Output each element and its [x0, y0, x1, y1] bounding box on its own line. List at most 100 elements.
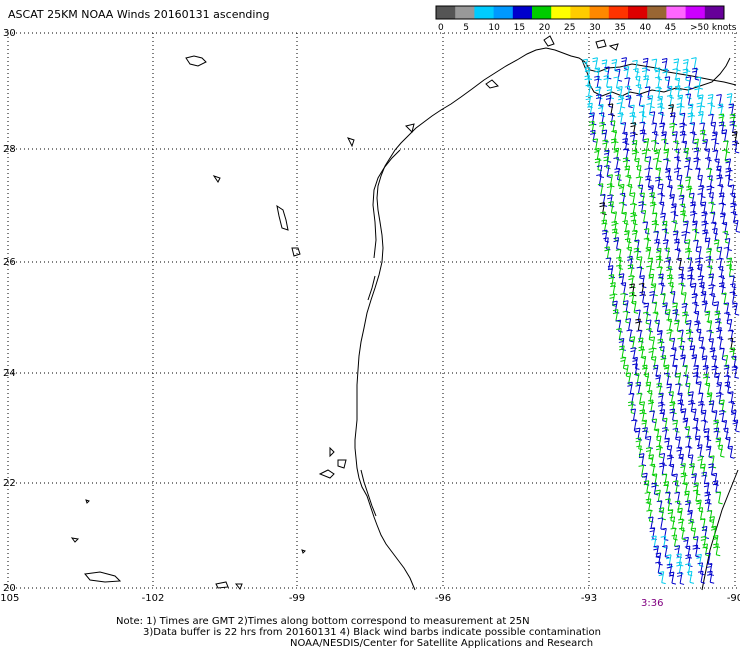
wind-barb — [692, 67, 700, 81]
color-scale-legend: 0 5 10 15 20 25 30 35 40 45 >50 knots — [435, 5, 737, 33]
wind-barb — [639, 275, 647, 289]
wind-barb — [680, 210, 688, 224]
wind-barb — [677, 507, 685, 521]
wind-barbs — [582, 57, 740, 585]
coastline — [70, 35, 739, 591]
wind-barb — [673, 167, 682, 181]
laguna-madre — [360, 469, 377, 517]
wind-barb — [665, 309, 673, 323]
legend-swatch — [570, 6, 591, 19]
wind-barb — [643, 75, 651, 89]
longitude-tick-label: -96 — [435, 593, 451, 604]
wind-barb — [693, 364, 701, 378]
wind-barb — [696, 246, 704, 260]
lake-9 — [70, 537, 80, 543]
wind-barb — [726, 257, 734, 271]
wind-barb — [638, 464, 646, 478]
wind-barb — [672, 302, 680, 316]
wind-barb — [650, 139, 659, 153]
wind-barb — [701, 525, 710, 539]
wind-barb — [635, 381, 643, 395]
wind-barb — [719, 399, 727, 413]
wind-barb — [627, 381, 635, 395]
wind-barb — [697, 507, 705, 521]
wind-barb — [674, 319, 682, 333]
legend-swatch — [685, 6, 706, 19]
wind-barb — [697, 192, 705, 206]
wind-barb — [651, 212, 660, 226]
lake-11 — [301, 549, 306, 554]
wind-barb — [624, 77, 632, 91]
legend-swatch — [608, 6, 629, 19]
wind-barb — [610, 138, 619, 152]
wind-barb — [704, 428, 712, 442]
wind-barb — [614, 167, 622, 181]
wind-barb — [691, 57, 699, 71]
wind-barb — [644, 167, 652, 181]
wind-barb — [708, 463, 716, 477]
wind-barb — [685, 247, 693, 261]
wind-barb — [674, 156, 682, 170]
wind-barb — [721, 419, 729, 433]
wind-barb — [687, 337, 695, 351]
longitude-tick-label: -105 — [0, 593, 19, 604]
wind-barb — [690, 201, 698, 215]
wind-barb — [702, 543, 710, 557]
lake-8 — [234, 583, 243, 590]
wind-barb — [624, 165, 632, 179]
wind-barb — [698, 111, 706, 124]
wind-barb — [649, 410, 657, 424]
wind-barb — [629, 283, 637, 297]
wind-barb — [661, 220, 670, 234]
wind-barb — [664, 491, 673, 505]
wind-barb — [694, 167, 703, 181]
legend-label: 45 — [665, 23, 676, 33]
wind-barb — [693, 239, 701, 253]
wind-barb — [681, 302, 689, 316]
wind-barb — [683, 165, 692, 179]
wind-barb — [732, 140, 740, 154]
legend-frame — [435, 5, 725, 20]
wind-barb — [697, 174, 705, 188]
wind-barb — [704, 498, 713, 512]
wind-barb — [695, 257, 703, 271]
wind-barb — [642, 221, 650, 235]
wind-barb — [658, 201, 666, 215]
wind-barb — [700, 409, 709, 423]
wind-barb — [664, 247, 672, 261]
wind-barb — [645, 156, 653, 170]
wind-barb — [629, 192, 638, 206]
legend-swatch — [647, 6, 667, 19]
wind-barb — [709, 516, 717, 530]
wind-barb — [680, 354, 688, 368]
wind-barb — [662, 239, 671, 253]
legend-label: 5 — [463, 23, 469, 33]
wind-barb — [642, 427, 650, 441]
lake-4 — [291, 247, 301, 257]
wind-barb — [684, 545, 692, 559]
wind-barb — [701, 300, 709, 314]
wind-barb — [635, 176, 643, 190]
map-title: ASCAT 25KM NOAA Winds 20160131 ascending — [8, 8, 270, 21]
wind-barb — [616, 102, 624, 116]
wind-barb — [732, 419, 740, 433]
wind-barb — [639, 401, 647, 415]
wind-barb — [604, 246, 612, 260]
wind-barb — [729, 113, 737, 127]
wind-barb — [712, 228, 720, 242]
wind-barb — [699, 129, 708, 143]
wind-barb — [666, 454, 675, 468]
wind-barb — [623, 300, 631, 314]
wind-barb — [682, 311, 690, 325]
wind-barb — [701, 471, 709, 485]
legend-label: >50 knots — [690, 23, 737, 33]
wind-barb — [613, 76, 621, 90]
wind-barb — [669, 401, 677, 415]
wind-barb — [618, 273, 627, 287]
wind-barb — [628, 392, 636, 406]
wind-barb — [666, 328, 674, 342]
wind-barb — [620, 356, 628, 370]
wind-barb — [717, 103, 725, 117]
wind-barb — [689, 131, 697, 145]
wind-barb — [727, 445, 735, 459]
